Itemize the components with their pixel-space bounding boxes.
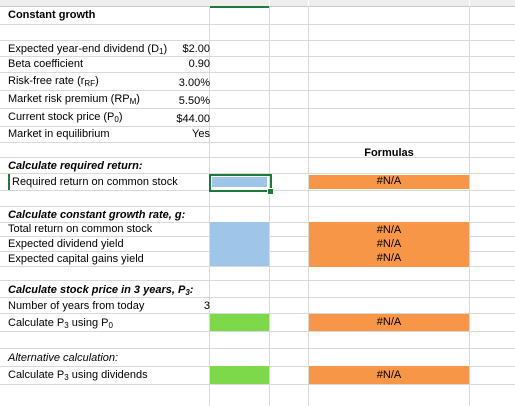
grid-line bbox=[0, 90, 515, 91]
grid-line bbox=[0, 297, 515, 298]
input-value-risk-free[interactable]: 3.00% bbox=[178, 77, 210, 89]
grid-line bbox=[0, 24, 515, 25]
grid-line bbox=[0, 173, 515, 174]
input-label-market-premium[interactable]: Market risk premium (RPM) bbox=[8, 93, 140, 106]
sheet-title[interactable]: Constant growth bbox=[8, 9, 96, 21]
years-label[interactable]: Number of years from today bbox=[8, 300, 145, 312]
input-value-equilibrium[interactable]: Yes bbox=[192, 128, 210, 140]
grid-line bbox=[0, 348, 515, 349]
formula-cell[interactable]: #N/A bbox=[309, 314, 469, 331]
input-label-equilibrium[interactable]: Market in equilibrium bbox=[8, 128, 110, 140]
formula-cell[interactable]: #N/A bbox=[309, 175, 469, 189]
grid-line bbox=[0, 72, 515, 73]
column-header-c[interactable]: C bbox=[270, 0, 308, 7]
input-label-stock-price[interactable]: Current stock price (P0) bbox=[8, 111, 123, 124]
column-header-a[interactable]: A bbox=[0, 0, 209, 7]
grid-line bbox=[0, 384, 515, 385]
input-cells-blue[interactable] bbox=[210, 222, 269, 266]
growth-capital-gains-label[interactable]: Expected capital gains yield bbox=[8, 253, 144, 265]
grid-line bbox=[0, 280, 515, 281]
formula-cell[interactable]: #N/A bbox=[309, 366, 469, 384]
section-alternative[interactable]: Alternative calculation: bbox=[8, 352, 119, 364]
column-header-d[interactable]: D bbox=[309, 0, 469, 7]
input-label-dividend[interactable]: Expected year-end dividend (D1) bbox=[8, 43, 168, 56]
row-selection-marker bbox=[8, 174, 10, 190]
growth-dividend-yield-label[interactable]: Expected dividend yield bbox=[8, 238, 124, 250]
grid-line bbox=[0, 56, 515, 57]
grid-line bbox=[0, 206, 515, 207]
grid-line bbox=[0, 126, 515, 127]
grid-line bbox=[0, 108, 515, 109]
formulas-header[interactable]: Formulas bbox=[364, 147, 414, 159]
required-return-label[interactable]: Required return on common stock bbox=[12, 176, 178, 188]
alternative-calc-label[interactable]: Calculate P3 using dividends bbox=[8, 369, 148, 382]
input-cell-blue bbox=[212, 177, 267, 187]
input-value-beta[interactable]: 0.90 bbox=[188, 58, 210, 70]
input-label-beta[interactable]: Beta coefficient bbox=[8, 58, 84, 70]
grid-line bbox=[0, 313, 515, 314]
fill-handle[interactable] bbox=[267, 188, 274, 195]
input-cell-green[interactable] bbox=[210, 366, 269, 384]
input-label-risk-free[interactable]: Risk-free rate (rRF) bbox=[8, 75, 99, 88]
grid-line bbox=[0, 266, 515, 267]
selected-cell[interactable] bbox=[209, 174, 272, 192]
years-value[interactable]: 3 bbox=[203, 300, 210, 312]
grid-line bbox=[0, 142, 515, 143]
grid-line bbox=[0, 331, 515, 332]
input-value-stock-price[interactable]: $44.00 bbox=[176, 113, 210, 125]
section-growth[interactable]: Calculate constant growth rate, g: bbox=[8, 209, 186, 221]
column-header-b[interactable]: B bbox=[209, 0, 269, 8]
column-header-e[interactable]: E bbox=[470, 0, 515, 7]
section-required-return[interactable]: Calculate required return: bbox=[8, 160, 143, 172]
input-value-market-premium[interactable]: 5.50% bbox=[178, 95, 210, 107]
formula-cells[interactable]: #N/A #N/A #N/A bbox=[309, 222, 469, 267]
section-price[interactable]: Calculate stock price in 3 years, P3: bbox=[8, 284, 194, 297]
grid-line bbox=[0, 40, 515, 41]
growth-total-return-label[interactable]: Total return on common stock bbox=[8, 223, 153, 235]
input-cell-green[interactable] bbox=[210, 314, 269, 331]
grid-line bbox=[0, 157, 515, 158]
price-calc-label[interactable]: Calculate P3 using P0 bbox=[8, 317, 113, 330]
input-value-dividend[interactable]: $2.00 bbox=[182, 43, 210, 55]
